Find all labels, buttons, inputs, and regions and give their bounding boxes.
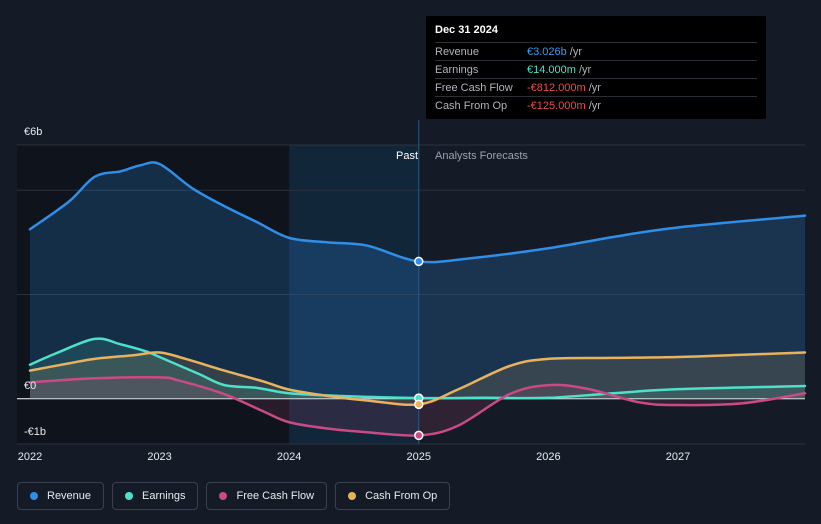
tooltip-row-earnings: Earnings €14.000m /yr	[435, 60, 757, 78]
y-axis-label-top: €6b	[24, 126, 43, 138]
forecast-label: Analysts Forecasts	[435, 150, 528, 162]
earnings-dot-icon	[125, 492, 134, 500]
revenue-line	[28, 161, 807, 264]
tooltip-row-name: Free Cash Flow	[435, 81, 513, 94]
x-tick-label: 2025	[406, 451, 432, 463]
earnings-line	[28, 337, 807, 400]
legend-label: Earnings	[142, 490, 186, 502]
tooltip-row-name: Cash From Op	[435, 99, 508, 112]
revenue-area	[29, 162, 806, 399]
tooltip-row-name: Revenue	[435, 45, 480, 58]
tooltip-row-name: Earnings	[435, 63, 479, 76]
legend-label: Revenue	[47, 490, 92, 502]
x-tick-label: 2027	[665, 451, 691, 463]
revenue-marker	[414, 256, 424, 267]
legend-item-free-cash-flow[interactable]: Free Cash Flow	[206, 482, 328, 510]
tooltip-date: Dec 31 2024	[435, 24, 498, 36]
legend-label: Cash From Op	[365, 490, 438, 502]
y-axis-label-bottom: -€1b	[24, 426, 47, 438]
highlight-markers	[414, 256, 424, 441]
x-tick-label: 2023	[147, 451, 172, 463]
legend-label: Free Cash Flow	[236, 490, 315, 502]
free-cash-flow-marker	[414, 430, 424, 441]
past-label: Past	[396, 150, 419, 162]
tooltip-row-unit: /yr	[578, 63, 592, 76]
series-lines	[28, 161, 807, 437]
cash-from-op-area	[29, 352, 806, 405]
cash-from-op-marker	[414, 399, 424, 410]
tooltip-row-unit: /yr	[588, 81, 601, 94]
cash-from-op-dot-icon	[348, 492, 357, 500]
x-tick-label: 2024	[276, 451, 302, 463]
x-tick-label: 2022	[17, 451, 43, 463]
y-axis-label-zero: €0	[24, 380, 37, 392]
legend: Revenue Earnings Free Cash Flow Cash Fro…	[17, 482, 451, 510]
legend-item-revenue[interactable]: Revenue	[17, 482, 105, 510]
tooltip-row-value: -€125.000m	[527, 99, 586, 112]
tooltip-row-value: -€812.000m	[527, 81, 586, 94]
tooltip-row-free-cash-flow: Free Cash Flow -€812.000m /yr	[435, 78, 757, 96]
tooltip-row-cash-from-op: Cash From Op -€125.000m /yr	[435, 96, 757, 114]
legend-item-cash-from-op[interactable]: Cash From Op	[335, 482, 451, 510]
tooltip-row-value: €14.000m	[527, 63, 576, 76]
free-cash-flow-dot-icon	[219, 492, 228, 500]
cash-from-op-line	[28, 351, 807, 407]
tooltip-row-revenue: Revenue €3.026b /yr	[435, 42, 757, 60]
legend-item-earnings[interactable]: Earnings	[112, 482, 199, 510]
tooltip: Dec 31 2024 Revenue €3.026b /yr Earnings…	[426, 16, 766, 119]
tooltip-row-value: €3.026b	[527, 45, 567, 58]
gridlines	[17, 144, 805, 445]
tooltip-row-unit: /yr	[588, 99, 601, 112]
x-tick-label: 2026	[536, 451, 561, 463]
revenue-dot-icon	[30, 492, 38, 500]
tooltip-row-unit: /yr	[569, 45, 582, 58]
free-cash-flow-line	[28, 376, 807, 437]
